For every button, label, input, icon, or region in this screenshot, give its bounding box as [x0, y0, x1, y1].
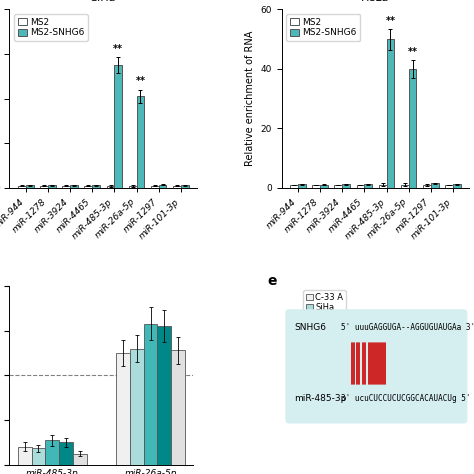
Bar	[107, 186, 114, 188]
Bar	[157, 326, 171, 465]
Bar	[342, 184, 350, 188]
Bar	[137, 97, 144, 188]
Bar	[84, 186, 92, 188]
Legend: MS2, MS2-SNHG6: MS2, MS2-SNHG6	[14, 14, 88, 41]
Bar	[335, 185, 342, 188]
Bar	[171, 350, 185, 465]
Legend: C-33 A, SiHa, HeLa, CaSki, HT-3: C-33 A, SiHa, HeLa, CaSki, HT-3	[303, 290, 346, 345]
Text: SNHG6: SNHG6	[294, 323, 327, 332]
Bar	[116, 353, 130, 465]
Bar	[173, 186, 181, 188]
Bar	[48, 185, 55, 188]
Bar	[46, 440, 59, 465]
Y-axis label: Relative enrichment of RNA: Relative enrichment of RNA	[245, 31, 255, 166]
Bar	[151, 186, 159, 188]
Bar	[73, 454, 87, 465]
Bar	[40, 186, 48, 188]
FancyBboxPatch shape	[285, 309, 467, 423]
Text: **: **	[136, 76, 146, 86]
Bar	[298, 184, 306, 188]
Bar	[312, 185, 320, 188]
Bar	[62, 186, 70, 188]
Bar	[453, 184, 461, 188]
Bar	[365, 184, 372, 188]
Bar	[386, 39, 394, 188]
Bar	[445, 185, 453, 188]
Bar	[26, 185, 34, 188]
Bar	[18, 186, 26, 188]
Text: **: **	[408, 47, 418, 57]
Title: SiHa: SiHa	[91, 0, 116, 3]
Text: 3' ucuCUCCUCUCGGCACAUACUg 5': 3' ucuCUCCUCUCGGCACAUACUg 5'	[340, 394, 470, 403]
Bar	[401, 185, 409, 188]
Text: 5' uuuGAGGUGA--AGGUGUAUGAa 3': 5' uuuGAGGUGA--AGGUGUAUGAa 3'	[340, 323, 474, 332]
Text: miR-485-3p: miR-485-3p	[294, 394, 347, 403]
Bar	[92, 185, 100, 188]
Bar	[320, 185, 328, 188]
Bar	[290, 185, 298, 188]
Bar	[409, 69, 417, 188]
Bar	[144, 324, 157, 465]
Bar	[379, 185, 386, 188]
Bar	[129, 186, 137, 188]
Legend: MS2, MS2-SNHG6: MS2, MS2-SNHG6	[286, 14, 360, 41]
Text: **: **	[113, 44, 123, 54]
Bar	[18, 447, 32, 465]
Text: e: e	[267, 273, 276, 288]
Bar	[114, 65, 122, 188]
Bar	[181, 185, 189, 188]
Bar	[32, 448, 46, 465]
Bar	[130, 348, 144, 465]
Bar	[423, 185, 431, 188]
Bar	[70, 185, 78, 188]
Bar	[431, 183, 438, 188]
Title: HeLa: HeLa	[361, 0, 390, 3]
Bar	[356, 185, 365, 188]
Text: **: **	[385, 16, 395, 26]
Bar	[59, 442, 73, 465]
Bar	[159, 184, 166, 188]
